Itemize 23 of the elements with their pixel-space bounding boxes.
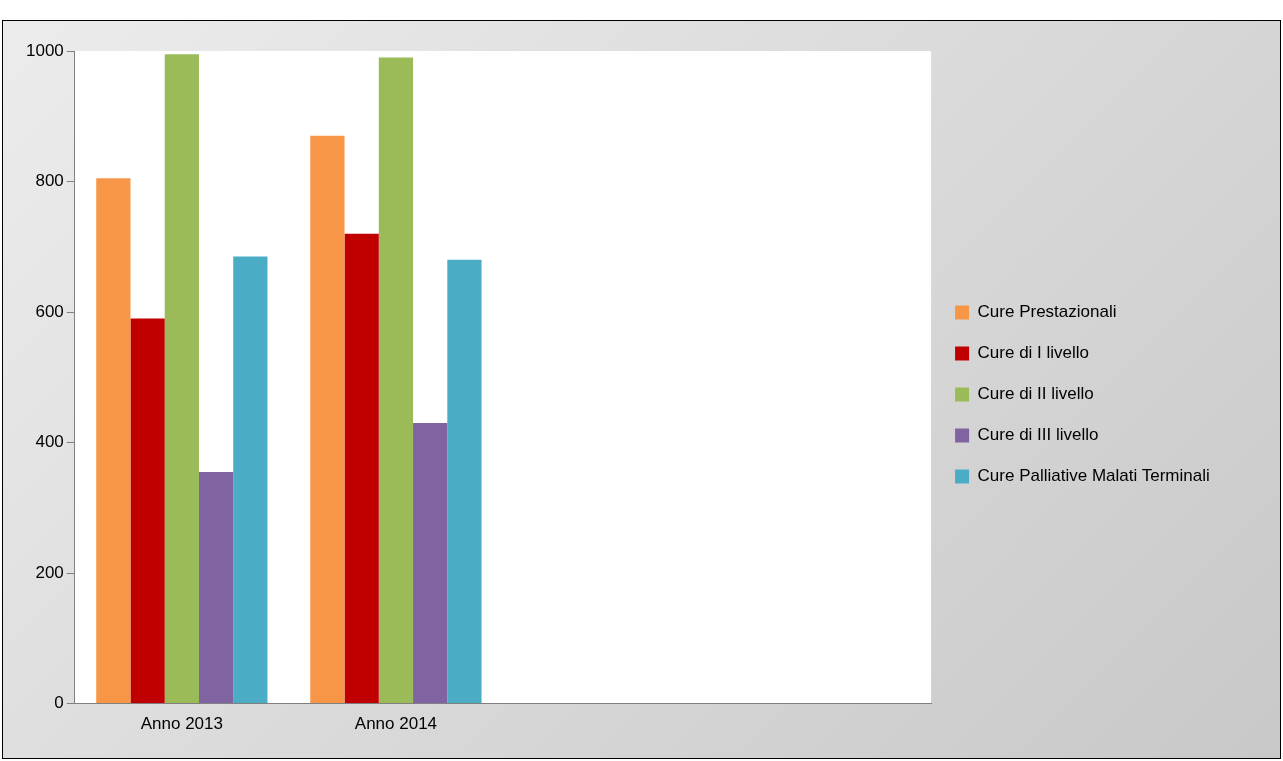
legend-label: Cure di II livello [977,384,1094,404]
bar [413,422,448,704]
legend-label: Cure Palliative Malati Terminali [977,466,1210,486]
bar [310,135,345,704]
legend-label: Cure di III livello [977,425,1099,445]
bar [130,318,165,704]
bar [344,233,379,704]
x-tick-label: Anno 2013 [140,714,223,734]
bar [198,471,234,704]
y-tick-label: 400 [35,432,64,452]
y-tick-label: 800 [35,171,64,191]
x-tick-label: Anno 2014 [354,714,438,734]
y-tick-label: 0 [54,693,64,713]
y-tick-label: 600 [35,301,64,321]
legend-label: Cure Prestazionali [977,302,1117,322]
bar [164,54,199,704]
bar [378,57,414,704]
y-tick-label: 200 [35,562,64,582]
y-tick-label: 1000 [25,40,64,60]
legend-label: Cure di I livello [977,343,1090,363]
bar [96,178,131,704]
bar [233,256,268,704]
bar [447,259,482,704]
